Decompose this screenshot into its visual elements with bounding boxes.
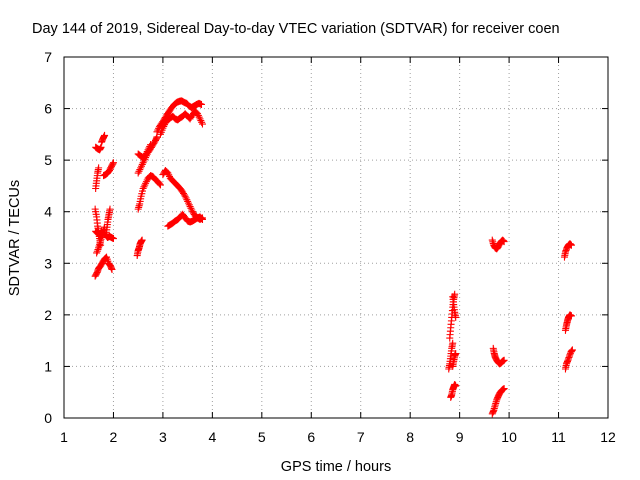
x-tick-label: 2 bbox=[110, 429, 118, 445]
data-point bbox=[106, 205, 114, 213]
x-tick-label: 6 bbox=[307, 429, 315, 445]
data-point bbox=[185, 201, 193, 209]
data-point bbox=[95, 164, 103, 172]
data-point bbox=[198, 120, 206, 128]
y-axis-label: SDTVAR / TECUs bbox=[7, 180, 23, 296]
data-point bbox=[500, 356, 508, 364]
data-point bbox=[156, 180, 164, 188]
data-point bbox=[134, 169, 142, 177]
y-tick-labels: 0 1 2 3 4 5 6 7 bbox=[44, 49, 52, 426]
data-point bbox=[159, 124, 167, 132]
x-tick-label: 4 bbox=[208, 429, 216, 445]
data-point bbox=[164, 169, 172, 177]
data-point bbox=[146, 142, 154, 150]
data-point bbox=[188, 206, 196, 214]
data-point bbox=[197, 117, 205, 125]
data-point bbox=[136, 166, 144, 174]
data-point bbox=[147, 141, 155, 149]
data-point bbox=[180, 191, 188, 199]
plot-frame bbox=[63, 56, 609, 419]
grid-lines bbox=[64, 57, 608, 418]
data-point bbox=[568, 346, 576, 354]
y-tick-label: 2 bbox=[44, 307, 52, 323]
data-point bbox=[94, 246, 102, 254]
data-point bbox=[142, 179, 150, 187]
data-point bbox=[195, 113, 203, 121]
y-tick-label: 7 bbox=[44, 49, 52, 65]
data-point bbox=[184, 197, 192, 205]
data-point bbox=[140, 183, 148, 191]
data-point bbox=[198, 215, 206, 223]
data-point bbox=[93, 249, 101, 257]
data-point bbox=[160, 122, 168, 130]
x-tick-label: 9 bbox=[456, 429, 464, 445]
data-point bbox=[138, 236, 146, 244]
x-tick-label: 8 bbox=[406, 429, 414, 445]
x-tick-label: 10 bbox=[501, 429, 517, 445]
data-point bbox=[156, 181, 164, 189]
x-tick-label: 3 bbox=[159, 429, 167, 445]
data-point bbox=[183, 196, 191, 204]
data-point bbox=[143, 148, 151, 156]
data-point bbox=[194, 111, 202, 119]
data-point bbox=[187, 204, 195, 212]
data-point bbox=[567, 312, 575, 320]
x-tick-label: 5 bbox=[258, 429, 266, 445]
x-tick-label: 12 bbox=[600, 429, 616, 445]
x-axis-label: GPS time / hours bbox=[281, 459, 391, 475]
data-point bbox=[452, 313, 460, 321]
x-tick-label: 1 bbox=[60, 429, 68, 445]
data-point bbox=[108, 265, 116, 273]
data-point bbox=[500, 385, 508, 393]
y-tick-label: 1 bbox=[44, 358, 52, 374]
data-point bbox=[181, 192, 189, 200]
x-tick-label: 7 bbox=[357, 429, 365, 445]
data-point bbox=[196, 115, 204, 123]
data-point bbox=[93, 247, 101, 255]
y-tick-label: 4 bbox=[44, 204, 52, 220]
data-point bbox=[142, 151, 150, 159]
axis-ticks bbox=[63, 56, 609, 419]
x-tick-label: 11 bbox=[551, 429, 566, 445]
data-point bbox=[186, 203, 194, 211]
data-point bbox=[198, 215, 206, 223]
data-point bbox=[109, 159, 117, 167]
y-tick-label: 6 bbox=[44, 101, 52, 117]
data-point bbox=[449, 339, 457, 347]
data-point bbox=[101, 131, 109, 139]
data-point bbox=[197, 214, 205, 222]
data-point bbox=[144, 146, 152, 154]
data-point bbox=[184, 199, 192, 207]
data-point bbox=[142, 178, 150, 186]
data-point bbox=[567, 241, 575, 249]
data-point bbox=[109, 235, 117, 243]
data-point bbox=[142, 149, 150, 157]
y-tick-label: 5 bbox=[44, 152, 52, 168]
data-series-sdtvar bbox=[91, 97, 576, 418]
data-point bbox=[165, 171, 173, 179]
data-point bbox=[141, 181, 149, 189]
data-point bbox=[198, 118, 206, 126]
x-tick-labels: 1 2 3 4 5 6 7 8 9 10 11 12 bbox=[60, 429, 616, 445]
data-point bbox=[145, 144, 153, 152]
y-tick-label: 0 bbox=[44, 410, 52, 426]
data-point bbox=[137, 164, 145, 172]
data-point bbox=[138, 160, 146, 168]
data-point bbox=[500, 238, 508, 246]
data-point bbox=[137, 162, 145, 170]
data-point bbox=[452, 350, 460, 358]
data-point bbox=[197, 100, 205, 108]
chart-title: Day 144 of 2019, Sidereal Day-to-day VTE… bbox=[32, 21, 560, 37]
data-point bbox=[452, 382, 460, 390]
data-point bbox=[139, 185, 147, 193]
data-point bbox=[135, 167, 143, 175]
data-point bbox=[182, 194, 190, 202]
data-point bbox=[194, 110, 202, 118]
y-tick-label: 3 bbox=[44, 255, 52, 271]
data-point bbox=[109, 160, 117, 168]
